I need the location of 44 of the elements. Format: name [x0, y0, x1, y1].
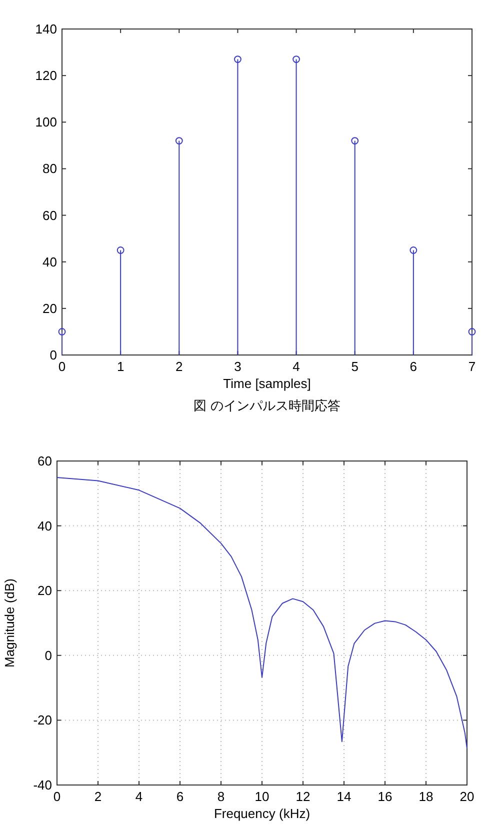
- point: [468, 328, 476, 336]
- x-tick-label: 6: [176, 789, 184, 804]
- x-tick-label: 6: [410, 359, 418, 374]
- x-tick-label: 2: [94, 789, 102, 804]
- text: 図 のインパルス時間応答: [194, 398, 340, 413]
- x-tick-label: 4: [135, 789, 143, 804]
- y-tick-label: 100: [35, 114, 57, 130]
- x-tick-label: 10: [254, 789, 270, 804]
- point: [58, 328, 66, 336]
- y-tick-label: 40: [38, 518, 52, 534]
- x-axis-title: Frequency (kHz): [214, 806, 310, 821]
- point: [116, 246, 124, 254]
- y-tick-label: 80: [42, 161, 57, 176]
- x-tick-label: 12: [296, 789, 310, 804]
- y-tick-label: 60: [42, 208, 57, 223]
- y-tick-label: 120: [35, 68, 57, 84]
- x-tick-label: 7: [468, 359, 476, 374]
- line-series: [56, 477, 468, 749]
- y-tick-label: -40: [33, 778, 52, 792]
- point: [234, 56, 242, 63]
- point: [351, 137, 359, 144]
- x-tick-label: 18: [418, 789, 434, 804]
- y-tick-label: 0: [50, 348, 57, 362]
- point: [175, 137, 183, 144]
- x-axis-title: Time [samples]: [223, 376, 311, 391]
- y-tick-label: 20: [38, 583, 52, 598]
- x-tick-label: 8: [217, 789, 225, 804]
- y-tick-label: -20: [33, 712, 52, 728]
- y-tick-label: 60: [38, 454, 52, 468]
- x-tick-label: 5: [351, 359, 358, 374]
- y-axis-title: Magnitude (dB): [2, 578, 17, 668]
- x-tick-label: 20: [460, 789, 474, 804]
- point: [292, 56, 300, 63]
- x-tick-label: 4: [292, 359, 300, 374]
- x-tick-label: 3: [234, 359, 242, 374]
- y-tick-label: 20: [42, 300, 57, 316]
- y-tick-label: 140: [35, 22, 57, 36]
- y-tick-label: 40: [42, 254, 57, 270]
- y-tick-label: 0: [44, 648, 52, 663]
- x-tick-label: 1: [116, 359, 124, 374]
- x-tick-label: 14: [336, 789, 352, 804]
- point: [410, 246, 418, 254]
- x-tick-label: 2: [176, 359, 183, 374]
- x-tick-label: 16: [378, 789, 392, 804]
